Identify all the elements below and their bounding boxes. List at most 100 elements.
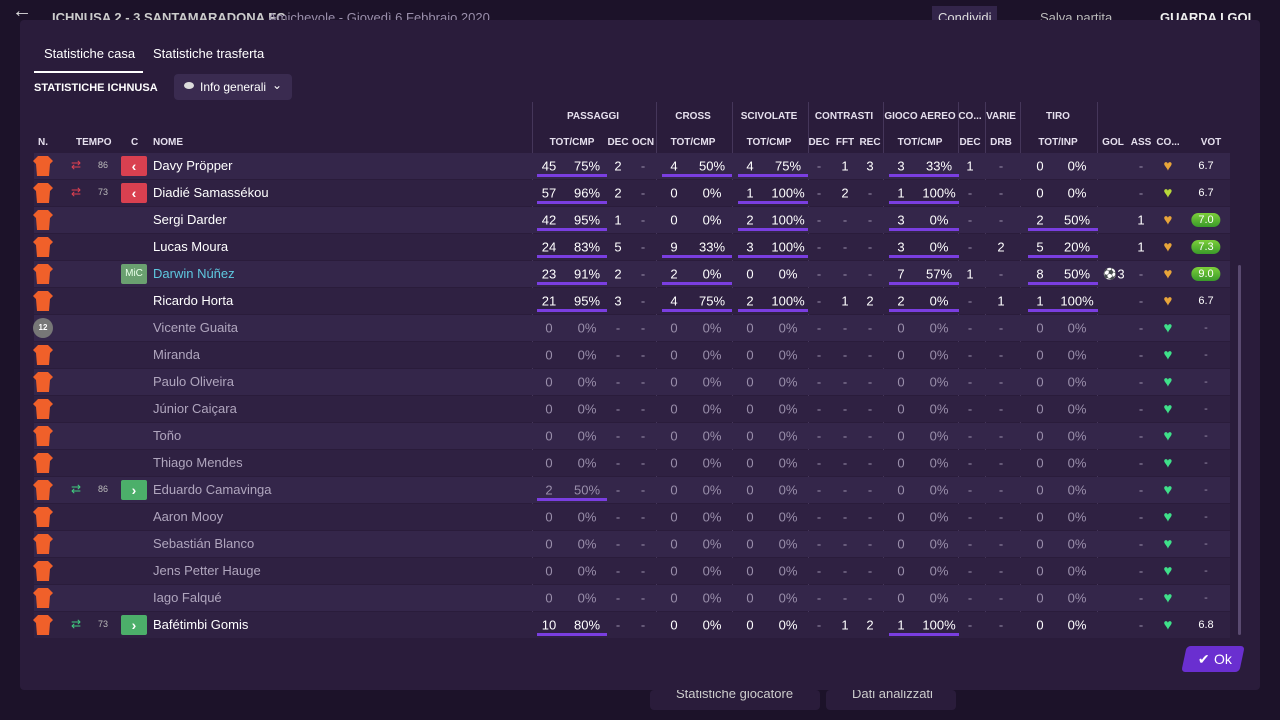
shirt-icon [33, 237, 53, 257]
stat-cell: - [1204, 538, 1208, 550]
shirt-icon [33, 183, 53, 203]
row-bg[interactable] [34, 315, 1230, 341]
sub-icon: ⇄ [71, 617, 82, 631]
ok-button[interactable]: ✔ Ok [1181, 646, 1245, 672]
stat-cell: 0% [1067, 401, 1087, 417]
group-header: CO... [958, 111, 982, 122]
stat-cell: 0% [577, 428, 597, 444]
player-name[interactable]: Ricardo Horta [153, 293, 234, 308]
shirt-icon [33, 561, 53, 581]
stat-cell: - [615, 590, 621, 606]
player-name[interactable]: Thiago Mendes [153, 455, 243, 470]
row-bg[interactable] [34, 450, 1230, 476]
stat-cell: 10 [541, 617, 557, 633]
stat-cell: 0% [929, 347, 949, 363]
condition-heart: ♥ [1163, 238, 1173, 256]
stat-cell: 100% [771, 185, 805, 201]
sub-icon: ⇄ [71, 185, 82, 199]
row-bg[interactable] [34, 531, 1230, 557]
player-name[interactable]: Jens Petter Hauge [153, 563, 261, 578]
player-name[interactable]: Júnior Caiçara [153, 401, 237, 416]
row-bg[interactable] [34, 558, 1230, 584]
stat-cell: 21 [541, 293, 557, 309]
stat-cell: 0 [746, 536, 754, 552]
stat-cell: - [867, 590, 873, 606]
player-name[interactable]: Sebastián Blanco [153, 536, 255, 551]
row-bg[interactable] [34, 612, 1230, 638]
back-arrow[interactable]: ← [12, 0, 32, 22]
stat-cell: 0 [670, 617, 678, 633]
condition-heart: ♥ [1163, 454, 1173, 472]
stat-cell: 0 [1036, 320, 1044, 336]
stat-cell: - [1204, 430, 1208, 442]
scrollbar[interactable] [1238, 265, 1241, 635]
stat-bar [738, 174, 808, 177]
player-name[interactable]: Miranda [153, 347, 200, 362]
stat-cell: 0 [746, 509, 754, 525]
stat-cell: 0% [778, 266, 798, 282]
row-bg[interactable] [34, 477, 1230, 503]
footer-button[interactable]: Statistiche giocatore [650, 686, 820, 710]
player-name[interactable]: Aaron Mooy [153, 509, 224, 524]
position-badge: › [121, 615, 147, 635]
row-bg[interactable] [34, 342, 1230, 368]
row-bg[interactable] [34, 423, 1230, 449]
footer-button[interactable]: Dati analizzati [826, 686, 956, 710]
tab[interactable]: Statistiche casa [44, 46, 136, 61]
stat-cell: 0% [778, 347, 798, 363]
stat-cell: - [615, 509, 621, 525]
stat-cell: 3 [897, 158, 905, 174]
stat-bar [738, 201, 808, 204]
dropdown[interactable]: Info generali ⌄ [174, 74, 292, 100]
player-name[interactable]: Paulo Oliveira [153, 374, 234, 389]
stat-cell: 0 [746, 374, 754, 390]
position-badge: › [121, 480, 147, 500]
player-name[interactable]: Sergi Darder [153, 212, 227, 227]
stat-cell: - [1138, 563, 1144, 579]
player-name[interactable]: Iago Falqué [153, 590, 222, 605]
group-header: SCIVOLATE [740, 111, 798, 122]
condition-heart: ♥ [1163, 211, 1173, 229]
row-bg[interactable] [34, 180, 1230, 206]
row-bg[interactable] [34, 369, 1230, 395]
stat-cell: 95% [573, 212, 601, 228]
player-name[interactable]: Vicente Guaita [153, 320, 239, 335]
stat-cell: 0% [702, 347, 722, 363]
stat-cell: - [640, 239, 646, 255]
stat-cell: 0 [1036, 401, 1044, 417]
player-name[interactable]: Eduardo Camavinga [153, 482, 272, 497]
column-header: TOT/CMP [897, 137, 943, 148]
stat-bar [889, 309, 959, 312]
position-badge: ‹ [121, 183, 147, 203]
stat-cell: - [967, 590, 973, 606]
player-name[interactable]: Bafétimbi Gomis [153, 617, 249, 632]
stat-cell: 0% [702, 455, 722, 471]
stat-cell: - [615, 401, 621, 417]
shirt-icon [33, 156, 53, 176]
stat-cell: 0% [1067, 347, 1087, 363]
player-name[interactable]: Davy Pröpper [153, 158, 233, 173]
row-bg[interactable] [34, 585, 1230, 611]
stat-cell: - [640, 563, 646, 579]
stat-cell: - [967, 482, 973, 498]
player-name[interactable]: Darwin Núñez [153, 266, 235, 281]
stat-cell: 91% [573, 266, 601, 282]
player-name[interactable]: Toño [153, 428, 182, 443]
shirt-icon [33, 453, 53, 473]
stat-cell: 2 [545, 482, 553, 498]
stat-cell: 0% [778, 536, 798, 552]
stat-cell: 0% [702, 374, 722, 390]
stat-cell: 0% [1067, 320, 1087, 336]
stat-bar [662, 174, 732, 177]
row-bg[interactable] [34, 504, 1230, 530]
stat-cell: 20% [1063, 239, 1091, 255]
player-name[interactable]: Lucas Moura [153, 239, 229, 254]
stat-cell: 0% [929, 428, 949, 444]
stat-cell: 0 [897, 347, 905, 363]
row-bg[interactable] [34, 396, 1230, 422]
tab[interactable]: Statistiche trasferta [153, 46, 265, 61]
player-name[interactable]: Diadié Samassékou [153, 185, 269, 200]
stat-cell: - [1138, 401, 1144, 417]
row-bg[interactable] [34, 153, 1230, 179]
